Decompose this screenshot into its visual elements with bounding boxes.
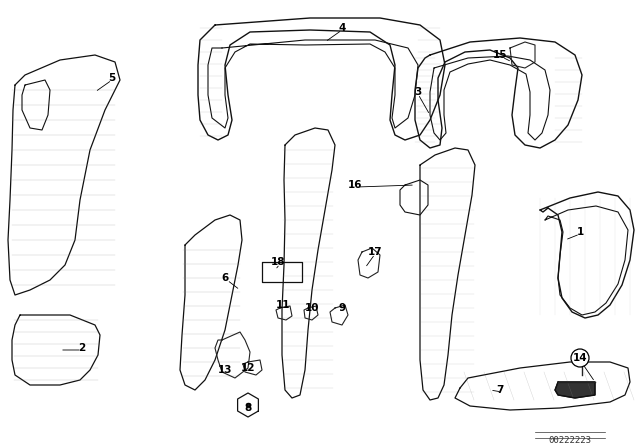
Text: 00222223: 00222223 (548, 436, 591, 445)
Text: 9: 9 (339, 303, 346, 313)
Text: 18: 18 (271, 257, 285, 267)
Text: 1: 1 (577, 227, 584, 237)
Text: 3: 3 (414, 87, 422, 97)
Text: 5: 5 (108, 73, 116, 83)
Text: 13: 13 (218, 365, 232, 375)
Text: 7: 7 (496, 385, 504, 395)
Text: 17: 17 (368, 247, 382, 257)
Text: 14: 14 (573, 353, 588, 363)
Text: 2: 2 (78, 343, 86, 353)
Polygon shape (555, 382, 595, 398)
Text: 6: 6 (221, 273, 228, 283)
Text: 15: 15 (493, 50, 508, 60)
Circle shape (571, 349, 589, 367)
Text: 4: 4 (339, 23, 346, 33)
Text: 16: 16 (348, 180, 362, 190)
Text: 11: 11 (276, 300, 291, 310)
Text: 10: 10 (305, 303, 319, 313)
Text: 12: 12 (241, 363, 255, 373)
Text: 8: 8 (244, 403, 252, 413)
